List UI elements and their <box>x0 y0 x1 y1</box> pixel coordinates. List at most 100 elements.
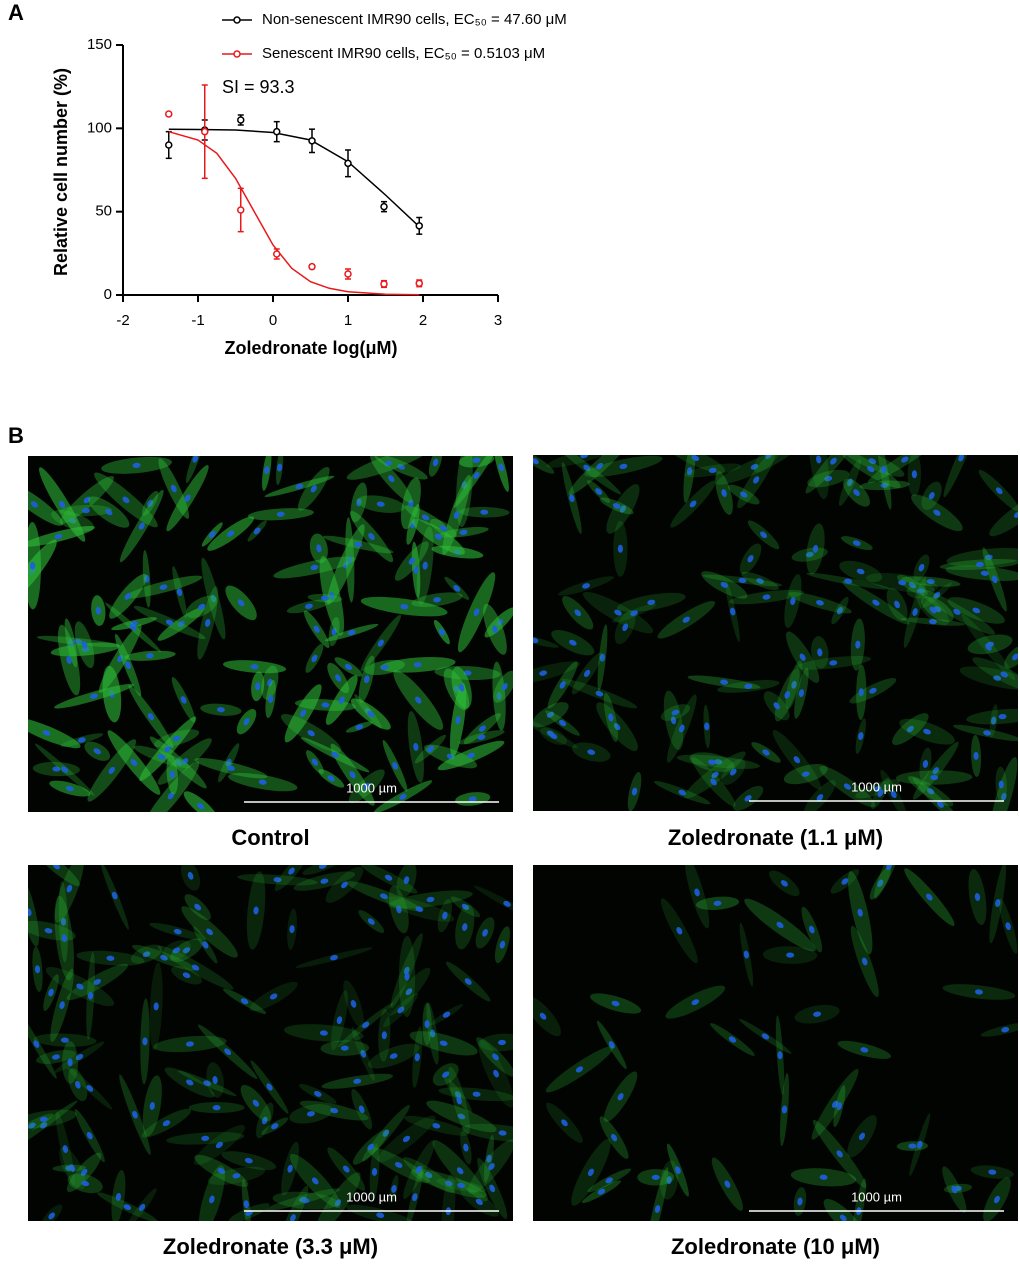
data-point <box>380 202 388 211</box>
nucleus <box>916 588 925 594</box>
nucleus <box>676 927 683 935</box>
nucleus <box>499 940 506 949</box>
nucleus <box>843 783 852 790</box>
nucleus <box>926 893 933 901</box>
y-tick-label: 150 <box>87 36 112 53</box>
nucleus <box>872 599 880 606</box>
nucleus <box>209 530 216 538</box>
y-tick-label: 0 <box>104 286 112 303</box>
nucleus <box>671 709 680 716</box>
nucleus <box>817 648 823 657</box>
nucleus <box>493 1069 499 1078</box>
nucleus <box>790 597 796 606</box>
nucleus <box>356 498 362 507</box>
nucleus <box>583 669 591 677</box>
nucleus <box>314 1090 322 1097</box>
nucleus <box>413 565 419 574</box>
nucleus <box>215 1141 223 1149</box>
nucleus <box>713 900 722 906</box>
image-caption: Zoledronate (10 μM) <box>671 1234 880 1259</box>
nucleus <box>237 599 245 607</box>
data-point <box>165 141 173 149</box>
nucleus <box>404 972 410 981</box>
nucleus <box>492 1053 499 1061</box>
nucleus <box>157 754 166 760</box>
nucleus <box>988 1169 997 1175</box>
nucleus <box>164 745 172 753</box>
nucleus <box>424 1020 430 1029</box>
nucleus <box>958 455 964 462</box>
nucleus <box>382 1129 390 1137</box>
nucleus <box>611 1000 620 1007</box>
nucleus <box>836 606 843 615</box>
scale-bar-label: 1000 µm <box>851 779 902 794</box>
nucleus <box>176 588 183 597</box>
nucleus <box>559 681 566 689</box>
nucleus <box>413 742 419 751</box>
x-tick-label: 2 <box>419 312 427 329</box>
nucleus <box>384 460 393 467</box>
nucleus <box>596 462 604 470</box>
nucleus <box>743 950 750 959</box>
nucleus <box>539 1012 547 1020</box>
nucleus <box>880 482 889 488</box>
nucleus <box>52 766 61 772</box>
nucleus <box>730 607 736 616</box>
nucleus <box>496 692 502 701</box>
nucleus <box>191 964 200 971</box>
nucleus <box>330 1107 339 1114</box>
nucleus <box>300 709 307 717</box>
nucleus <box>341 881 348 889</box>
nucleus <box>951 1185 958 1194</box>
nucleus <box>264 466 270 475</box>
nucleus <box>824 475 833 482</box>
nucleus <box>791 680 797 689</box>
nucleus <box>918 563 925 572</box>
nucleus <box>832 1100 839 1108</box>
nucleus <box>347 629 356 636</box>
nucleus <box>182 972 191 979</box>
nucleus <box>991 575 998 584</box>
nucleus <box>482 928 488 937</box>
nucleus <box>937 801 944 808</box>
nucleus <box>290 1214 296 1221</box>
nucleus <box>852 540 861 546</box>
nucleus <box>381 1031 387 1040</box>
nucleus <box>313 625 320 633</box>
nucleus <box>777 1051 783 1060</box>
nucleus <box>132 1110 138 1119</box>
nucleus <box>841 878 849 885</box>
nucleus <box>408 499 414 508</box>
nucleus <box>44 928 53 934</box>
nucleus <box>439 1040 448 1046</box>
nucleus <box>464 978 472 985</box>
nucleus <box>172 735 181 742</box>
nucleus <box>86 1131 93 1140</box>
nucleus <box>617 1093 624 1101</box>
nucleus <box>311 758 319 766</box>
nucleus <box>480 509 489 515</box>
nucleus <box>583 464 591 472</box>
nucleus <box>203 1080 211 1087</box>
nucleus <box>67 1058 73 1067</box>
nucleus <box>217 1167 226 1174</box>
nucleus <box>42 730 51 736</box>
nucleus <box>689 500 697 508</box>
nucleus <box>330 954 338 961</box>
nucleus <box>243 1200 249 1209</box>
nucleus <box>77 737 86 743</box>
nucleus <box>858 1132 866 1141</box>
nucleus <box>561 1119 568 1127</box>
nucleus <box>858 688 864 697</box>
nucleus <box>243 718 250 726</box>
nucleus <box>619 463 628 470</box>
nucleus <box>456 1096 462 1105</box>
nucleus <box>28 908 32 917</box>
nucleus <box>29 561 36 570</box>
nucleus <box>678 789 687 796</box>
nucleus <box>442 1071 450 1078</box>
nucleus <box>595 690 604 697</box>
nucleus <box>762 749 770 756</box>
nucleus <box>477 734 486 740</box>
nucleus <box>461 481 468 490</box>
